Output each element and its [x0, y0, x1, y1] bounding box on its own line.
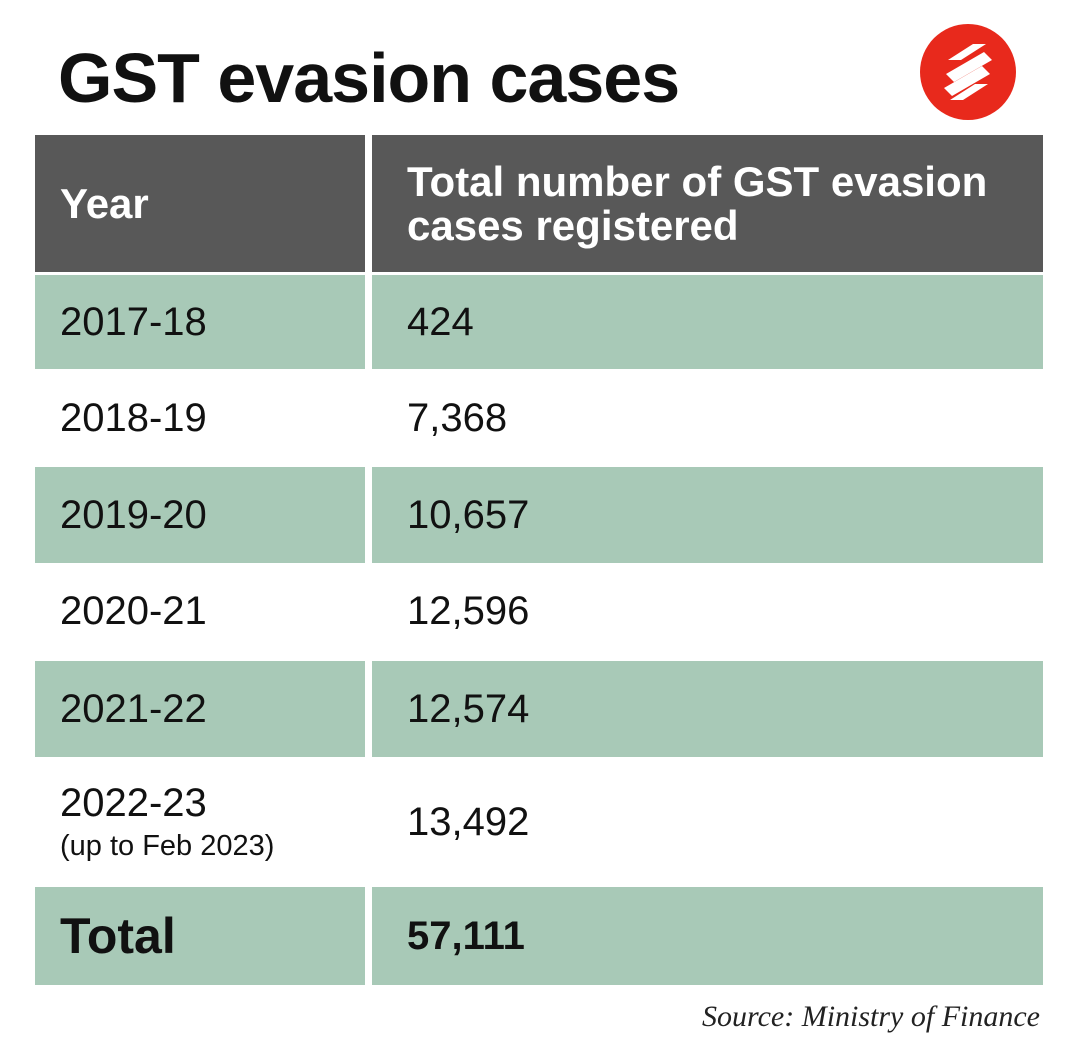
year-cell: 2019-20: [35, 467, 365, 563]
year-cell: 2018-19: [60, 395, 207, 440]
header-cell: Total number of GST evasion cases regist…: [372, 135, 1043, 272]
year-note: (up to Feb 2023): [60, 830, 275, 862]
year-cell: 2017-18: [35, 275, 365, 369]
cases-cell: 10,657: [372, 467, 1043, 563]
cases-cell: 12,574: [372, 661, 1043, 757]
cases-cell: 7,368: [407, 395, 508, 440]
header-cell: Year: [35, 135, 365, 272]
total-cases: 57,111: [372, 887, 1043, 985]
cases-cell: 13,492: [407, 799, 530, 844]
year-cell: 2022-23 (up to Feb 2023): [35, 760, 365, 884]
year-cell: 2020-21: [60, 589, 207, 633]
title: GST evasion cases: [58, 39, 680, 117]
total-label: Total: [35, 887, 365, 985]
logo: [920, 24, 1016, 120]
year-cell: 2021-22: [35, 661, 365, 757]
source: Source: Ministry of Finance: [702, 1000, 1040, 1033]
year-text: 2022-23: [60, 781, 207, 825]
cases-cell: 424: [372, 275, 1043, 369]
header-text: Total number of GST evasion cases regist…: [407, 157, 988, 249]
cases-cell: 12,596: [407, 589, 530, 633]
